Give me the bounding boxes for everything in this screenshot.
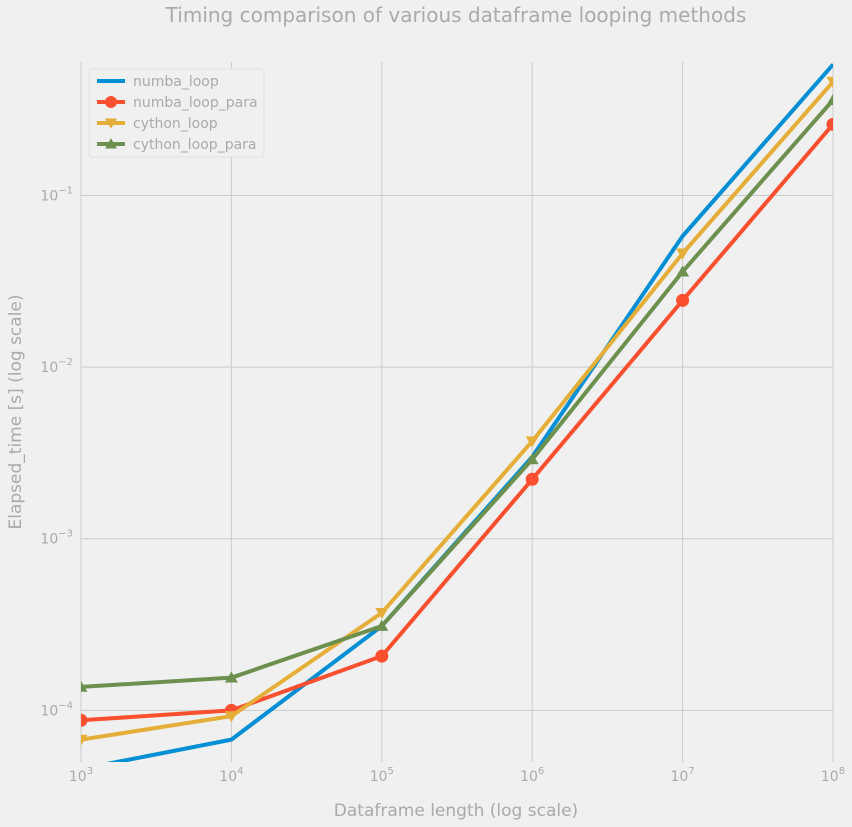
x-tick-label: 104	[219, 766, 243, 785]
legend-box	[88, 68, 265, 158]
ticks: 103 104 105 106 107 108 10−4 10−3 10−2 10−1	[40, 186, 845, 785]
x-tick-label: 107	[670, 766, 694, 785]
legend-label: numba_loop	[133, 74, 219, 90]
data-point	[676, 265, 690, 277]
data-point	[676, 248, 690, 260]
legend: numba_loop numba_loop_para cython_loopcyth…	[88, 68, 265, 158]
y-tick-label: 10−1	[40, 186, 73, 205]
data-point	[105, 96, 117, 108]
plot-area	[81, 62, 833, 762]
chart-title: Timing comparison of various dataframe l…	[165, 3, 747, 27]
data-point	[375, 607, 389, 620]
data-point	[676, 293, 690, 307]
y-tick-label: 10−2	[40, 357, 73, 376]
data-point	[81, 713, 88, 727]
y-tick-label: 10−3	[40, 529, 73, 548]
y-tick-label: 10−4	[40, 700, 73, 719]
data-point	[826, 117, 833, 131]
data-point	[105, 138, 117, 149]
series-line-cython_loop_para	[81, 98, 833, 689]
data-point	[81, 734, 88, 746]
data-point	[375, 619, 389, 631]
data-point	[525, 436, 539, 448]
data-point	[826, 93, 833, 105]
x-tick-label: 105	[370, 766, 394, 785]
x-tick-label: 108	[821, 766, 845, 785]
data-point	[826, 76, 833, 88]
x-tick-label: 103	[69, 766, 93, 785]
data-point	[525, 453, 539, 465]
legend-label: cython_loop_para	[133, 137, 257, 153]
data-point	[224, 671, 238, 683]
data-point	[375, 649, 389, 663]
series-line-numba_loop_para	[81, 123, 833, 723]
legend-label: cython_loop	[133, 116, 218, 132]
legend-label: numba_loop_para	[133, 95, 258, 111]
x-tick-label: 106	[520, 766, 544, 785]
data-point	[81, 680, 88, 692]
data-point	[525, 472, 539, 486]
series-lines	[81, 63, 833, 762]
data-point	[105, 118, 117, 129]
series-line-cython_loop	[81, 80, 833, 742]
x-axis-label: Dataframe length (log scale)	[334, 801, 578, 821]
y-axis-label: Elapsed_time [s] (log scale)	[6, 294, 26, 529]
data-point	[224, 711, 238, 723]
